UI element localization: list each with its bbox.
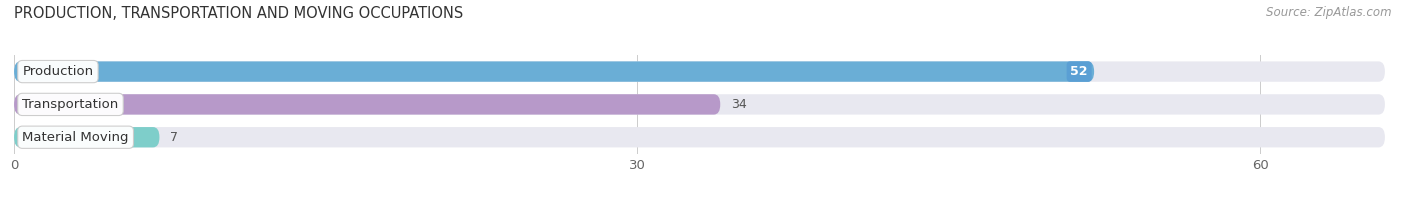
FancyBboxPatch shape	[14, 94, 1385, 115]
Text: 34: 34	[731, 98, 747, 111]
Text: Production: Production	[22, 65, 93, 78]
Text: 52: 52	[1070, 65, 1088, 78]
Text: 7: 7	[170, 131, 177, 144]
Text: PRODUCTION, TRANSPORTATION AND MOVING OCCUPATIONS: PRODUCTION, TRANSPORTATION AND MOVING OC…	[14, 6, 464, 21]
FancyBboxPatch shape	[14, 61, 1094, 82]
FancyBboxPatch shape	[14, 127, 1385, 147]
Text: Material Moving: Material Moving	[22, 131, 129, 144]
Text: Source: ZipAtlas.com: Source: ZipAtlas.com	[1267, 6, 1392, 19]
FancyBboxPatch shape	[14, 94, 720, 115]
FancyBboxPatch shape	[14, 127, 159, 147]
FancyBboxPatch shape	[14, 61, 1385, 82]
Text: Transportation: Transportation	[22, 98, 118, 111]
